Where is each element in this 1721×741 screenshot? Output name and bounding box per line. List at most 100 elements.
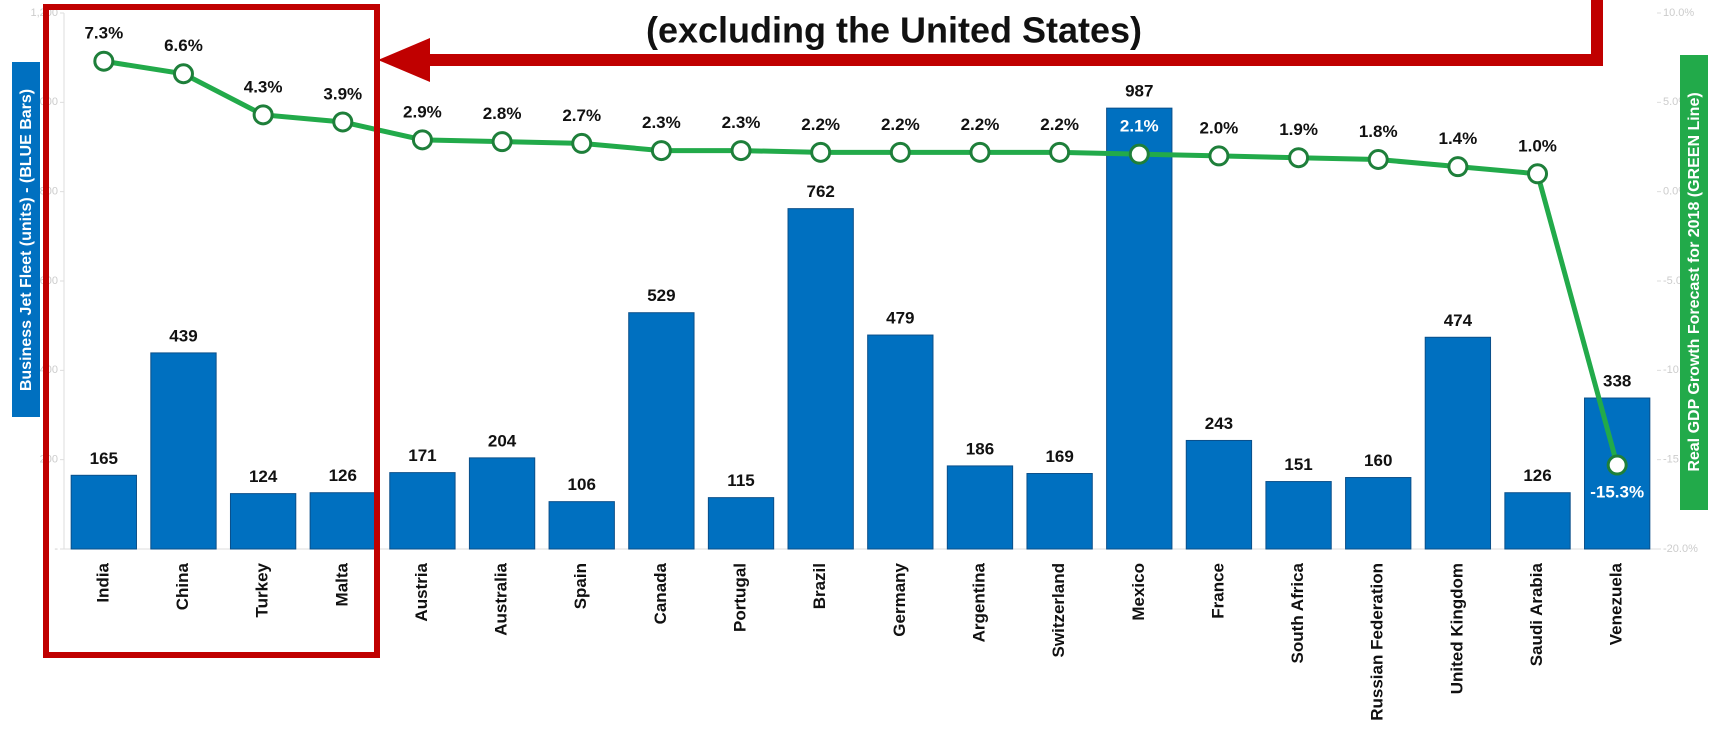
gdp-point: [172, 63, 194, 85]
gdp-point: [411, 129, 433, 151]
x-tick-label: United Kingdom: [1447, 563, 1466, 694]
x-tick-label: Canada: [651, 562, 670, 624]
gdp-point: [491, 131, 513, 153]
arrow-line: [420, 0, 1603, 66]
bar: [1504, 492, 1571, 550]
bar-value-label: 439: [169, 326, 197, 345]
bar: [229, 493, 297, 550]
bar-value-label: 126: [329, 466, 357, 485]
bar: [1026, 473, 1093, 550]
gdp-point: [1527, 163, 1549, 185]
bar: [707, 497, 775, 550]
bar-value-label: 126: [1523, 466, 1551, 485]
y2-axis-title: Real GDP Growth Forecast for 2018 (GREEN…: [1686, 92, 1703, 471]
bar-value-label: 171: [408, 446, 436, 465]
x-tick-label: Russian Federation: [1368, 563, 1387, 721]
highlight-box: [43, 4, 380, 658]
gdp-value-label: 2.2%: [881, 115, 920, 134]
gdp-value-label: 6.6%: [164, 36, 203, 55]
x-tick-label: Switzerland: [1049, 563, 1068, 657]
bar-value-label: 243: [1205, 414, 1233, 433]
x-tick-label: Argentina: [969, 562, 988, 642]
gdp-line: [103, 58, 1620, 466]
bar: [70, 474, 137, 550]
bar-value-label: 987: [1125, 82, 1153, 101]
arrow-head: [378, 38, 430, 82]
gdp-point: [730, 140, 752, 162]
gdp-point: [93, 50, 115, 72]
bar-value-label: 169: [1045, 447, 1073, 466]
gdp-value-label: 2.0%: [1200, 118, 1239, 137]
gdp-value-label: 2.2%: [1040, 115, 1079, 134]
bar-value-label: 151: [1284, 455, 1312, 474]
gdp-point: [1447, 156, 1469, 178]
gdp-value-label: 7.3%: [84, 24, 123, 43]
gdp-value-label: 2.2%: [961, 115, 1000, 134]
gdp-value-label: 1.8%: [1359, 122, 1398, 141]
bar-value-label: 479: [886, 309, 914, 328]
gdp-point: [969, 141, 991, 163]
gdp-value-label: 2.7%: [562, 106, 601, 125]
y-tick-label: -: [54, 543, 58, 555]
gdp-value-label: 2.9%: [403, 102, 442, 121]
bar-value-label: 474: [1444, 311, 1473, 330]
bar-value-label: 160: [1364, 451, 1392, 470]
bar: [150, 352, 217, 550]
x-tick-label: Turkey: [253, 562, 272, 617]
x-tick-label: Austria: [412, 562, 431, 621]
bar-value-label: 115: [727, 471, 754, 490]
bar: [309, 492, 376, 550]
x-tick-label: Venezuela: [1607, 562, 1626, 645]
gdp-value-label: 1.0%: [1518, 136, 1557, 155]
bar: [389, 472, 456, 550]
x-tick-label: Spain: [571, 563, 590, 609]
x-tick-label: Saudi Arabia: [1527, 562, 1546, 666]
bar: [867, 334, 934, 550]
gdp-point: [650, 140, 672, 162]
bar: [468, 457, 536, 550]
gdp-point: [810, 141, 832, 163]
gdp-value-label: -15.3%: [1590, 483, 1644, 502]
gdp-point: [1049, 141, 1071, 163]
bar-value-label: 204: [488, 431, 517, 450]
gdp-value-label: 2.3%: [722, 113, 761, 132]
bar-value-label: 186: [966, 439, 994, 458]
bar: [1106, 107, 1173, 550]
bar-value-label: 338: [1603, 372, 1631, 391]
bar-value-label: 529: [647, 286, 675, 305]
gdp-point: [332, 111, 354, 133]
bars: 165 439 124 126 171 204 106 529 115 762 479 186 169 9…: [70, 82, 1651, 550]
x-tick-label: Brazil: [810, 563, 829, 609]
x-tick-label: China: [173, 562, 192, 610]
x-tick-label: Mexico: [1129, 563, 1148, 621]
gdp-point: [1128, 143, 1150, 165]
bar-value-label: 762: [806, 182, 834, 201]
bar: [1424, 336, 1492, 550]
gdp-value-label: 3.9%: [323, 84, 362, 103]
bar: [628, 312, 695, 550]
y2-tick-label: -20.0%: [1663, 543, 1698, 555]
x-tick-label: France: [1208, 563, 1227, 619]
x-tick-label: Germany: [890, 562, 909, 636]
bar-value-label: 165: [90, 449, 118, 468]
y-axis-title: Business Jet Fleet (units) - (BLUE Bars): [18, 89, 35, 391]
bar-value-label: 124: [249, 467, 278, 486]
y-label-box: [12, 62, 40, 417]
bar: [1345, 477, 1412, 550]
gdp-value-label: 2.3%: [642, 113, 681, 132]
gdp-point: [1606, 454, 1628, 476]
bar: [1185, 439, 1253, 550]
x-tick-label: Australia: [492, 562, 511, 635]
gdp-point: [1367, 149, 1389, 171]
x-tick-label: India: [93, 562, 112, 602]
gdp-value-label: 2.2%: [801, 115, 840, 134]
gdp-value-label: 2.1%: [1120, 117, 1159, 136]
bar-value-label: 106: [568, 475, 596, 494]
gdp-point: [252, 104, 274, 126]
gdp-point: [571, 132, 593, 154]
gdp-value-label: 1.9%: [1279, 120, 1318, 139]
line-layer: 7.3% 6.6% 4.3% 3.9% 2.9% 2.8% 2.7% 2.3% 2.3% 2.2%…: [84, 24, 1644, 502]
bar: [787, 208, 854, 550]
bar: [548, 501, 615, 550]
